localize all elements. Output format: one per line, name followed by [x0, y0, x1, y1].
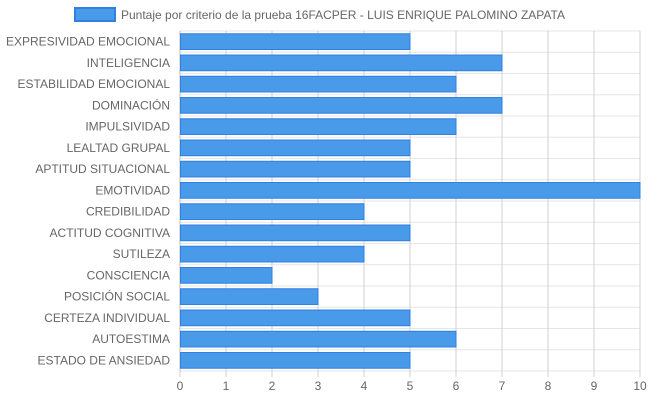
bar[interactable]: [180, 203, 365, 220]
x-axis-ticks: 0 1 2 3 4 5 6 7 8 9 10: [177, 379, 647, 393]
category-label: ESTADO DE ANSIEDAD: [38, 353, 171, 367]
tick-label: 7: [499, 379, 506, 393]
bar[interactable]: [180, 75, 457, 93]
tick-label: 9: [591, 379, 598, 393]
bars: [180, 33, 641, 369]
category-label: CONSCIENCIA: [87, 268, 170, 282]
category-label: ACTITUD COGNITIVA: [50, 226, 170, 240]
bar[interactable]: [180, 352, 411, 369]
bar[interactable]: [180, 288, 319, 305]
tick-label: 4: [361, 379, 368, 393]
bar[interactable]: [180, 54, 503, 72]
bar[interactable]: [180, 33, 411, 50]
bar[interactable]: [180, 267, 273, 284]
bar[interactable]: [180, 224, 411, 242]
tick-label: 8: [545, 379, 552, 393]
category-label: INTELIGENCIA: [87, 56, 170, 70]
category-label: CREDIBILIDAD: [86, 205, 170, 219]
category-label: EMOTIVIDAD: [95, 183, 170, 197]
legend-label[interactable]: Puntaje por criterio de la prueba 16FACP…: [121, 8, 565, 22]
tick-label: 10: [633, 379, 647, 393]
category-labels: EXPRESIVIDAD EMOCIONAL INTELIGENCIA ESTABI…: [6, 35, 170, 368]
tick-label: 2: [269, 379, 276, 393]
category-label: AUTOESTIMA: [92, 332, 170, 346]
bar[interactable]: [180, 182, 641, 199]
bar[interactable]: [180, 160, 411, 178]
tick-label: 3: [315, 379, 322, 393]
category-label: DOMINACIÓN: [92, 97, 170, 112]
category-label: CERTEZA INDIVIDUAL: [44, 311, 170, 325]
category-label: EXPRESIVIDAD EMOCIONAL: [6, 35, 170, 49]
bar[interactable]: [180, 97, 503, 114]
legend-swatch[interactable]: [74, 7, 116, 22]
legend[interactable]: Puntaje por criterio de la prueba 16FACP…: [74, 7, 565, 22]
bar[interactable]: [180, 309, 411, 327]
category-label: POSICIÓN SOCIAL: [64, 289, 170, 304]
tick-label: 0: [177, 379, 184, 393]
bar[interactable]: [180, 245, 365, 263]
category-label: ESTABILIDAD EMOCIONAL: [18, 77, 171, 91]
category-label: APTITUD SITUACIONAL: [35, 162, 170, 176]
bar[interactable]: [180, 118, 457, 135]
category-label: IMPULSIVIDAD: [85, 120, 170, 134]
tick-label: 1: [223, 379, 230, 393]
bar[interactable]: [180, 330, 457, 348]
bar[interactable]: [180, 139, 411, 157]
tick-label: 5: [407, 379, 414, 393]
category-label: LEALTAD GRUPAL: [67, 141, 171, 155]
tick-label: 6: [453, 379, 460, 393]
category-label: SUTILEZA: [113, 247, 170, 261]
